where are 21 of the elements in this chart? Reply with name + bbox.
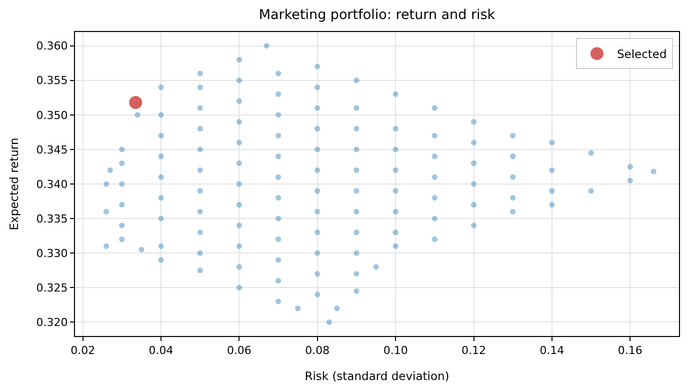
chart-title: Marketing portfolio: return and risk: [258, 7, 496, 24]
x-tick-label: 0.02: [70, 344, 96, 358]
x-tick-label: 0.04: [148, 344, 174, 358]
x-tick-label: 0.12: [462, 344, 486, 358]
y-tick-label: 0.355: [36, 74, 68, 88]
x-tick-label: 0.16: [618, 344, 642, 358]
y-tick-label: 0.340: [36, 178, 68, 191]
y-axis-title: Expected return: [6, 138, 21, 230]
y-tick-label: 0.320: [36, 316, 68, 330]
legend-label: Selected: [616, 47, 667, 62]
y-tick-label: 0.360: [36, 40, 68, 53]
x-tick-label: 0.14: [540, 344, 564, 358]
y-tick-label: 0.330: [36, 246, 68, 260]
x-axis-title: Risk (standard deviation): [304, 368, 450, 383]
y-tick-label: 0.335: [36, 212, 68, 226]
x-tick-label: 0.08: [305, 344, 330, 358]
x-tick-label: 0.10: [383, 344, 408, 358]
y-tick-label: 0.325: [36, 281, 68, 294]
x-tick-label: 0.06: [226, 344, 252, 358]
y-tick-label: 0.345: [36, 143, 68, 156]
y-tick-label: 0.350: [36, 108, 68, 122]
